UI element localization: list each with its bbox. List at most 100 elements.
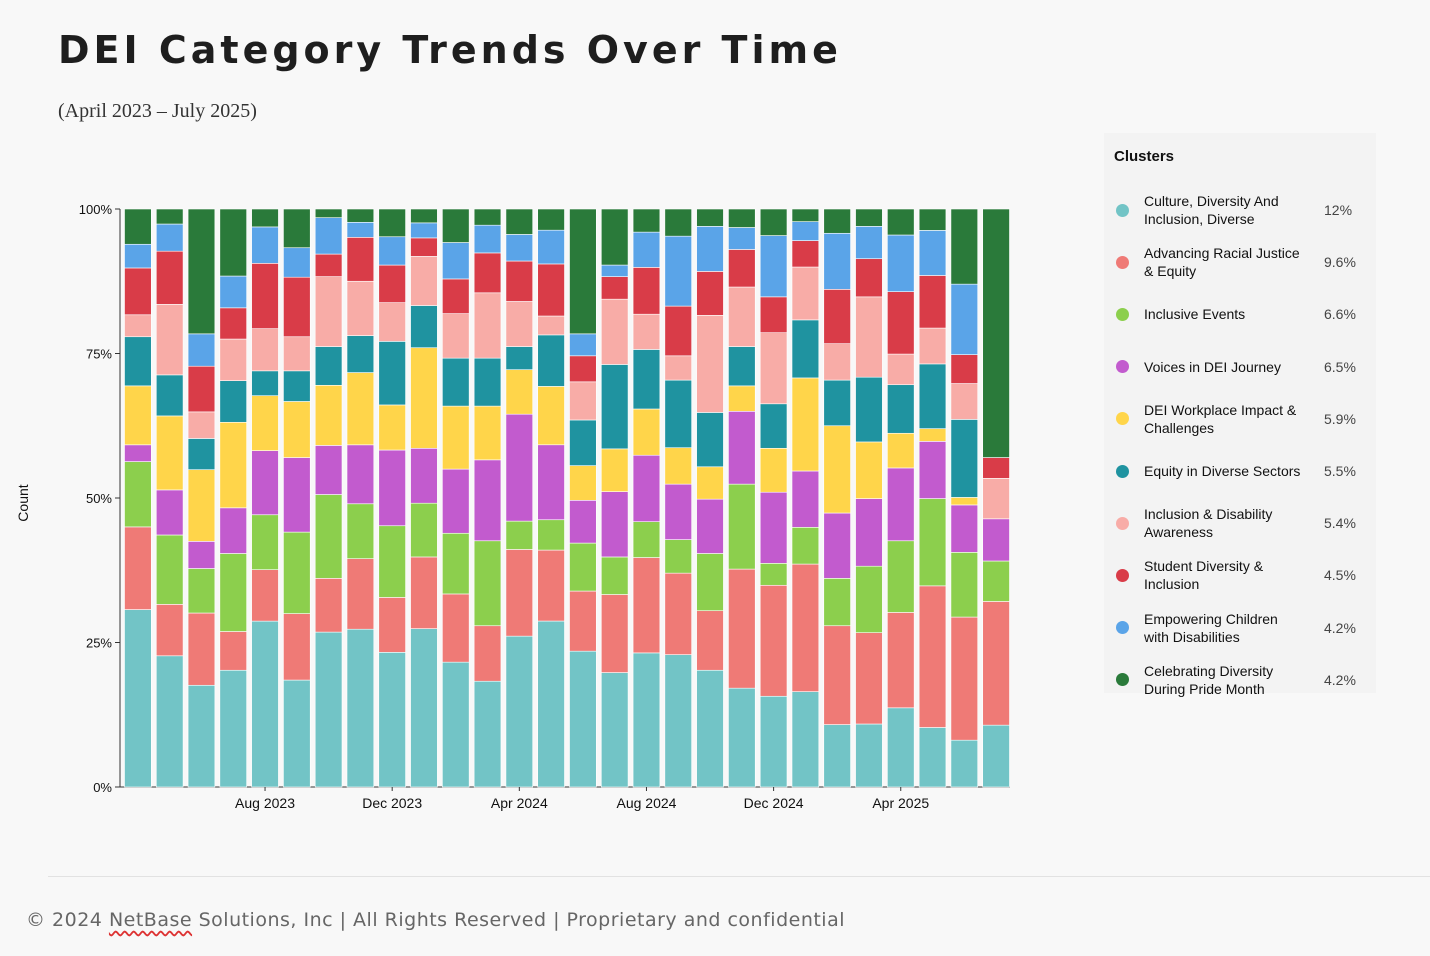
legend-item: DEI Workplace Impact & Challenges 5.9% [1104, 393, 1376, 445]
bar-segment [283, 679, 311, 788]
bar-segment [696, 412, 724, 468]
bar-segment [219, 421, 247, 509]
bar-segment [791, 470, 820, 528]
bar-segment [124, 461, 152, 528]
legend-series-share: 4.2% [1324, 619, 1356, 636]
bar-segment [124, 609, 152, 788]
bar-segment [600, 594, 629, 673]
legend-series-name: Empowering Children with Disabilities [1144, 610, 1278, 645]
bar-segment [855, 208, 883, 227]
bar-segment [219, 275, 247, 309]
x-tick-label: Dec 2023 [362, 795, 422, 811]
bar-segment [632, 267, 661, 315]
bar-segment [378, 525, 406, 598]
bar-segment [887, 612, 915, 709]
bar-segment [982, 457, 1010, 479]
bar-segment [728, 483, 756, 570]
bar-segment [314, 217, 343, 255]
bar-segment [442, 661, 470, 788]
x-tick-label: Aug 2023 [235, 795, 295, 811]
bar-segment [855, 632, 883, 725]
bar-segment [410, 628, 438, 788]
bar-segment [155, 208, 184, 225]
y-tick-label: 0% [93, 780, 112, 795]
bar-segment [887, 234, 915, 292]
bar-segment [728, 568, 756, 689]
bar-segment [219, 553, 247, 632]
bar-segment [759, 695, 788, 788]
bar-segment [346, 444, 375, 505]
bar-segment [473, 540, 502, 627]
bar-segment [728, 410, 756, 485]
bar-segment [219, 380, 247, 423]
bar-segment [537, 620, 565, 788]
legend-series-name: DEI Workplace Impact & Challenges [1144, 401, 1297, 436]
bar-segment [283, 336, 311, 372]
bar-segment [600, 264, 629, 277]
bar-segment [664, 379, 692, 449]
bar-segment [887, 540, 915, 613]
bar-segment [219, 208, 247, 277]
footer-prefix: © 2024 [26, 909, 109, 931]
bar-segment [537, 208, 565, 231]
legend-series-name: Voices in DEI Journey [1144, 358, 1281, 375]
bar-segment [569, 500, 597, 544]
footer-divider [48, 876, 1430, 877]
bar-segment [982, 208, 1010, 458]
bar-segment [124, 267, 152, 316]
bar-segment [187, 612, 216, 686]
footer-copyright: © 2024 NetBase Solutions, Inc | All Righ… [26, 909, 845, 931]
legend-item: Celebrating Diversity During Pride Month… [1104, 654, 1376, 706]
bar-segment [664, 235, 692, 307]
bar-segment [251, 208, 279, 228]
bar-segment [283, 613, 311, 681]
bar-segment [823, 232, 851, 290]
bar-segment [696, 315, 724, 413]
bar-segment [314, 253, 343, 277]
bar-segment [600, 448, 629, 492]
bar-segment [569, 465, 597, 501]
bar-segment [887, 467, 915, 542]
bar-segment [918, 441, 947, 499]
footer-suffix: Solutions, Inc | All Rights Reserved | P… [192, 909, 846, 931]
bar-segment [823, 512, 851, 579]
legend-item: Equity in Diverse Sectors 5.5% [1104, 445, 1376, 497]
bar-segment [600, 491, 629, 558]
bar-segment [442, 208, 470, 243]
bar-segment [410, 256, 438, 306]
stacked-bar-chart: 0% 25% 50% 75% 100% Count Aug 2023 Dec 2023 Apr … [15, 202, 1010, 811]
bar-segment [537, 263, 565, 317]
bar-segment [569, 590, 597, 652]
bar-segment [346, 280, 375, 336]
bar-segment [855, 441, 883, 499]
bar-segment [505, 549, 534, 637]
bar-segment [314, 384, 343, 446]
bar-segment [632, 521, 661, 558]
bar-segment [982, 518, 1010, 562]
bar-segment [950, 504, 979, 553]
bar-segment [823, 289, 851, 344]
bar-segment [950, 739, 979, 788]
legend-color-dot [1116, 464, 1129, 478]
bar-segment [410, 305, 438, 349]
bar-segment [314, 208, 343, 218]
bar-segment [219, 338, 247, 381]
bar-segment [155, 655, 184, 788]
bar-segment [759, 208, 788, 236]
bar-segment [632, 557, 661, 654]
bar-segment [950, 383, 979, 420]
bar-segment [791, 563, 820, 692]
bar-segment [887, 208, 915, 236]
legend-panel: Clusters Culture, Diversity And Inclusio… [1104, 133, 1376, 697]
bar-segment [378, 208, 406, 238]
bar-segment [442, 313, 470, 359]
bar-segment [887, 353, 915, 386]
bar-segment [378, 302, 406, 342]
bar-segment [918, 727, 947, 788]
bar-segment [283, 457, 311, 533]
legend-series-share: 5.4% [1324, 515, 1356, 532]
bar-segment [124, 526, 152, 610]
bar-segment [283, 531, 311, 614]
legend-color-dot [1116, 568, 1129, 582]
bar-segment [378, 264, 406, 303]
